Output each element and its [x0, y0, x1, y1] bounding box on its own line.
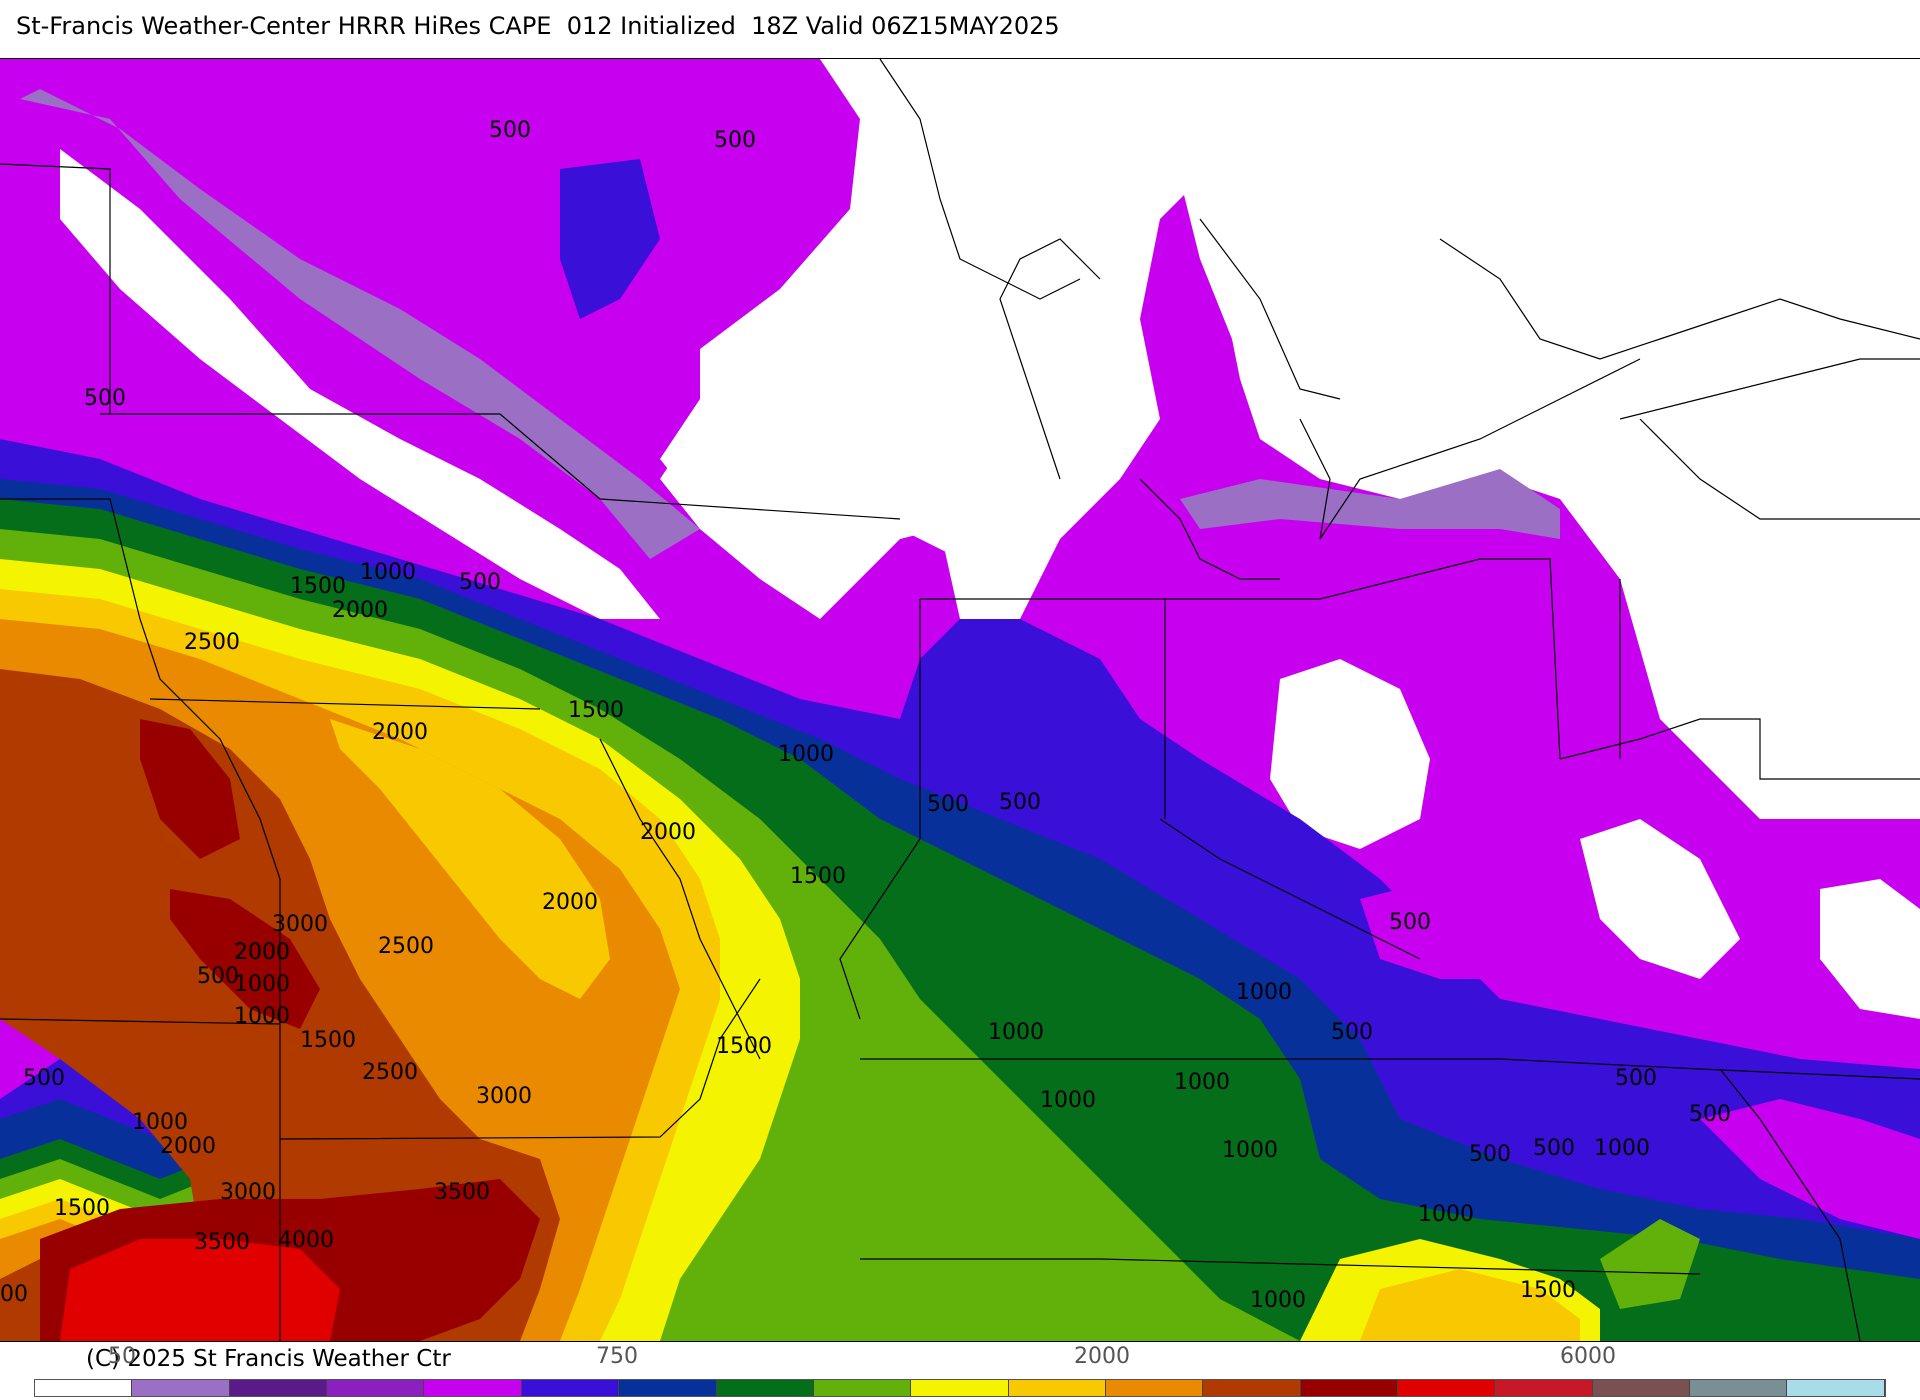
contour-label: 2500: [362, 1060, 418, 1085]
contour-label: 1000: [360, 560, 416, 585]
contour-label: 2000: [332, 598, 388, 623]
contour-label: 500: [23, 1066, 65, 1091]
contour-label: 3000: [220, 1180, 276, 1205]
contour-label: 2000: [234, 940, 290, 965]
contour-label: 1000: [1594, 1136, 1650, 1161]
contour-label: 2000: [542, 890, 598, 915]
contour-label: 1500: [568, 698, 624, 723]
colorbar-tick-label: 6000: [1560, 1344, 1616, 1369]
contour-label: 2000: [234, 940, 290, 965]
colorbar-segment: [1495, 1380, 1593, 1396]
cape-fill-white-north: [480, 59, 1920, 599]
political-boundaries: [0, 59, 1920, 1341]
contour-label: 1500: [790, 864, 846, 889]
colorbar-tick-label: 2000: [1074, 1344, 1130, 1369]
contour-label: 1000: [234, 1004, 290, 1029]
contour-label: 1000: [778, 742, 834, 767]
contour-label: 500: [927, 792, 969, 817]
colorbar-tick-label: 750: [596, 1344, 638, 1369]
colorbar-segment: [813, 1380, 912, 1396]
copyright-text: (C) 2025 St Francis Weather Ctr: [86, 1346, 451, 1372]
contour-label: 500: [1615, 1066, 1657, 1091]
contour-label: 500: [1533, 1136, 1575, 1161]
cape-fill-lavender: [20, 89, 700, 559]
contour-label: 3000: [476, 1084, 532, 1109]
contour-label: 500: [84, 386, 126, 411]
colorbar-segment: [1300, 1380, 1399, 1396]
contour-label: 500: [1469, 1142, 1511, 1167]
contour-label: 1000: [1040, 1088, 1096, 1113]
colorbar-segment: [35, 1380, 133, 1396]
contour-label: 1000: [1222, 1138, 1278, 1163]
contour-label: 3500: [434, 1180, 490, 1205]
colorbar-segment: [1690, 1380, 1788, 1396]
contour-label: 3500: [194, 1230, 250, 1255]
colorbar-segment: [911, 1380, 1009, 1396]
cape-fill-dark-red: [140, 719, 240, 859]
contour-label: 1000: [988, 1020, 1044, 1045]
contour-label: 500: [197, 964, 239, 989]
colorbar: [34, 1379, 1886, 1397]
contour-label: 2500: [378, 934, 434, 959]
colorbar-segment: [327, 1380, 425, 1396]
cape-fill-red: [60, 1239, 340, 1341]
contour-label: 500: [489, 118, 531, 143]
contour-labels: 500 500 500 1000 1500 2000 2500 500 1500…: [0, 118, 1731, 1313]
colorbar-segment: [1203, 1380, 1301, 1396]
contour-label: 500: [714, 128, 756, 153]
contour-label: 3000: [272, 912, 328, 937]
colorbar-segment: [521, 1380, 620, 1396]
colorbar-tick-label: 50: [108, 1344, 136, 1369]
contour-label: 1000: [1418, 1202, 1474, 1227]
colorbar-segment: [1008, 1380, 1106, 1396]
colorbar-segment: [229, 1380, 328, 1396]
contour-label: 500: [459, 570, 501, 595]
contour-label: 00: [0, 1282, 28, 1307]
colorbar-segment: [132, 1380, 230, 1396]
contour-label: 1000: [132, 1110, 188, 1135]
contour-label: 2000: [160, 1134, 216, 1159]
contour-label: 1000: [1236, 980, 1292, 1005]
colorbar-segment: [619, 1380, 717, 1396]
contour-label: 2500: [184, 630, 240, 655]
contour-label: 1500: [290, 574, 346, 599]
colorbar-segment: [1592, 1380, 1691, 1396]
colorbar-segment: [1398, 1380, 1496, 1396]
contour-label: 1000: [1250, 1288, 1306, 1313]
cape-map: 500 500 500 1000 1500 2000 2500 500 1500…: [0, 58, 1920, 1342]
contour-label: 500: [1389, 910, 1431, 935]
contour-label: 500: [1689, 1102, 1731, 1127]
contour-label: 4000: [278, 1228, 334, 1253]
contour-label: 1000: [1174, 1070, 1230, 1095]
contour-label: 500: [999, 790, 1041, 815]
contour-label: 1500: [300, 1028, 356, 1053]
contour-label: 1500: [1520, 1278, 1576, 1303]
contour-label: 1500: [716, 1034, 772, 1059]
contour-label: 2000: [640, 820, 696, 845]
colorbar-segment: [1787, 1380, 1885, 1396]
map-title: St-Francis Weather-Center HRRR HiRes CAP…: [16, 12, 1060, 40]
colorbar-segment: [716, 1380, 814, 1396]
cape-map-canvas: 500 500 500 1000 1500 2000 2500 500 1500…: [0, 59, 1920, 1341]
contour-label: 500: [1331, 1020, 1373, 1045]
contour-label: 2000: [372, 720, 428, 745]
contour-label: 1000: [234, 972, 290, 997]
colorbar-segment: [1105, 1380, 1204, 1396]
colorbar-segment: [424, 1380, 522, 1396]
contour-label: 1500: [54, 1196, 110, 1221]
